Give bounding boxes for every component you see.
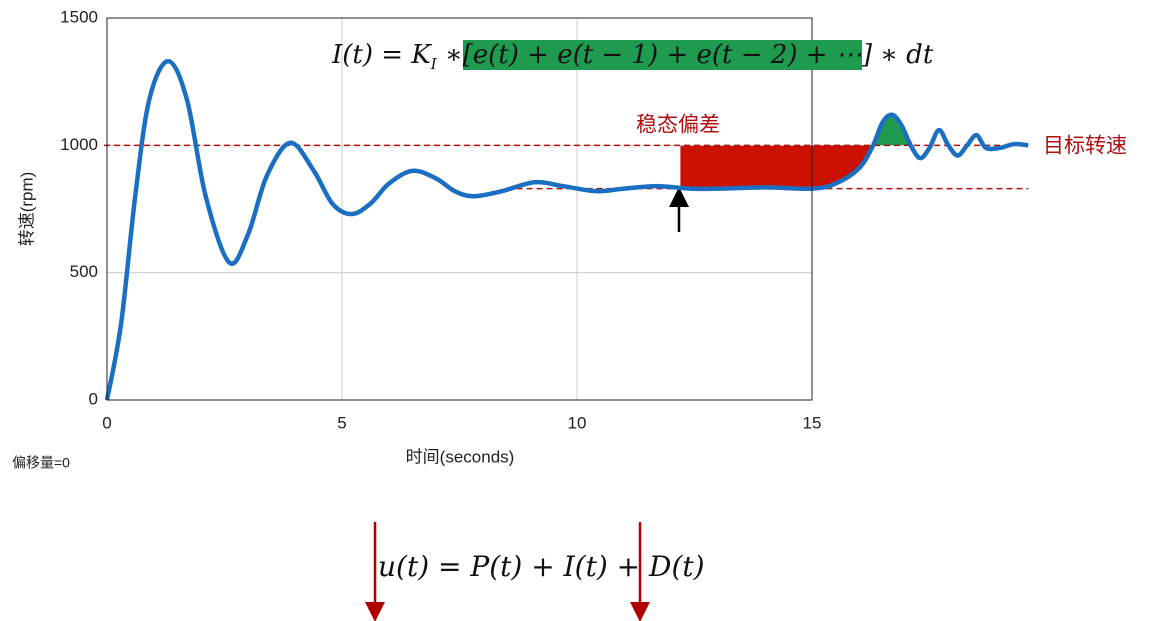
- formula-part: [e(t) + e(t − 1) + e(t − 2) + ⋯: [462, 40, 862, 70]
- y-tick-label: 1500: [60, 7, 98, 26]
- y-tick-label: 1000: [60, 135, 98, 154]
- x-axis-label: 时间(seconds): [406, 447, 515, 466]
- offset-note: 偏移量=0: [12, 455, 70, 471]
- x-tick-label: 10: [568, 413, 587, 432]
- formula-sub: I: [430, 55, 437, 74]
- formula-bracket: ]: [861, 40, 872, 70]
- target-label: 目标转速: [1043, 135, 1127, 158]
- formula-part: ∗ dt: [871, 40, 934, 70]
- x-tick-label: 0: [102, 413, 111, 432]
- x-tick-label: 5: [337, 413, 346, 432]
- integral-formula: I(t) = KI ∗[e(t) + e(t − 1) + e(t − 2) +…: [332, 40, 933, 73]
- speed-line: [104, 59, 1029, 401]
- formula-part: ∗: [436, 40, 463, 70]
- y-tick-label: 500: [70, 262, 98, 281]
- y-axis-label: 转速(rpm): [17, 172, 36, 247]
- y-tick-label: 0: [89, 389, 98, 408]
- formula-sum: e(t) + e(t − 1) + e(t − 2) + ⋯: [472, 40, 862, 70]
- pid-formula: u(t) = P(t) + I(t) + D(t): [378, 550, 705, 583]
- x-tick-label: 15: [803, 413, 822, 432]
- shaded-region: [680, 145, 874, 189]
- formula-bracket: [: [462, 40, 473, 70]
- formula-part: I(t) = K: [332, 40, 431, 70]
- steady-error-label: 稳态偏差: [636, 114, 720, 137]
- plot-frame: [106, 17, 813, 401]
